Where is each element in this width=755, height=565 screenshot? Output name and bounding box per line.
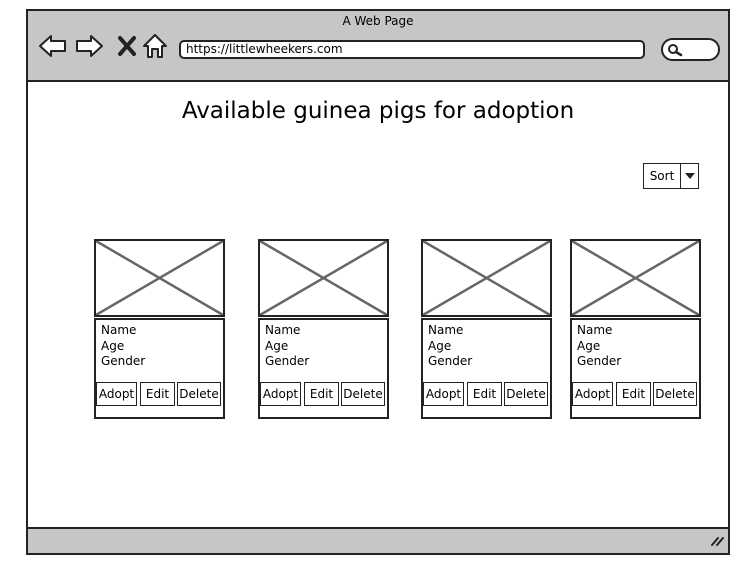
- image-placeholder: [570, 239, 701, 317]
- card-details: Name Age Gender Adopt Edit Delete: [258, 318, 389, 419]
- pet-age: Age: [101, 339, 125, 353]
- home-icon[interactable]: [140, 31, 170, 61]
- edit-button[interactable]: Edit: [140, 382, 175, 406]
- guinea-pig-card: Name Age Gender Adopt Edit Delete: [570, 239, 701, 419]
- guinea-pig-card: Name Age Gender Adopt Edit Delete: [94, 239, 225, 419]
- pet-gender: Gender: [101, 354, 146, 368]
- url-input[interactable]: https://littlewheekers.com: [179, 40, 645, 59]
- pet-name: Name: [577, 323, 613, 337]
- search-button[interactable]: [661, 38, 720, 61]
- delete-button[interactable]: Delete: [653, 382, 697, 406]
- window-title: A Web Page: [342, 14, 414, 28]
- resize-grip-icon[interactable]: [710, 531, 724, 550]
- guinea-pig-card: Name Age Gender Adopt Edit Delete: [258, 239, 389, 419]
- edit-button[interactable]: Edit: [467, 382, 502, 406]
- delete-button[interactable]: Delete: [504, 382, 548, 406]
- browser-toolbar: A Web Page https://littlewheekers.com: [28, 11, 728, 82]
- edit-button[interactable]: Edit: [616, 382, 651, 406]
- pet-name: Name: [101, 323, 137, 337]
- pet-name: Name: [428, 323, 464, 337]
- pet-gender: Gender: [428, 354, 473, 368]
- delete-button[interactable]: Delete: [177, 382, 221, 406]
- sort-label: Sort: [649, 169, 675, 183]
- pet-name: Name: [265, 323, 301, 337]
- close-x-icon[interactable]: [112, 31, 142, 61]
- card-details: Name Age Gender Adopt Edit Delete: [570, 318, 701, 419]
- card-details: Name Age Gender Adopt Edit Delete: [94, 318, 225, 419]
- pet-age: Age: [577, 339, 601, 353]
- status-bar: [28, 527, 728, 553]
- adopt-button[interactable]: Adopt: [423, 382, 464, 406]
- sort-dropdown[interactable]: Sort: [643, 163, 699, 189]
- guinea-pig-card: Name Age Gender Adopt Edit Delete: [421, 239, 552, 419]
- page-content: Available guinea pigs for adoption Sort …: [28, 82, 728, 527]
- image-placeholder: [94, 239, 225, 317]
- delete-button[interactable]: Delete: [341, 382, 385, 406]
- pet-gender: Gender: [577, 354, 622, 368]
- adopt-button[interactable]: Adopt: [96, 382, 137, 406]
- forward-arrow-icon[interactable]: [74, 31, 104, 61]
- chevron-down-icon[interactable]: [680, 164, 698, 188]
- pet-age: Age: [265, 339, 289, 353]
- pet-age: Age: [428, 339, 452, 353]
- back-arrow-icon[interactable]: [38, 31, 68, 61]
- edit-button[interactable]: Edit: [304, 382, 339, 406]
- image-placeholder: [258, 239, 389, 317]
- adopt-button[interactable]: Adopt: [572, 382, 613, 406]
- card-details: Name Age Gender Adopt Edit Delete: [421, 318, 552, 419]
- pet-gender: Gender: [265, 354, 310, 368]
- adopt-button[interactable]: Adopt: [260, 382, 301, 406]
- image-placeholder: [421, 239, 552, 317]
- search-icon: [668, 44, 683, 57]
- browser-window: A Web Page https://littlewheekers.com: [26, 9, 730, 555]
- page-title: Available guinea pigs for adoption: [181, 98, 575, 124]
